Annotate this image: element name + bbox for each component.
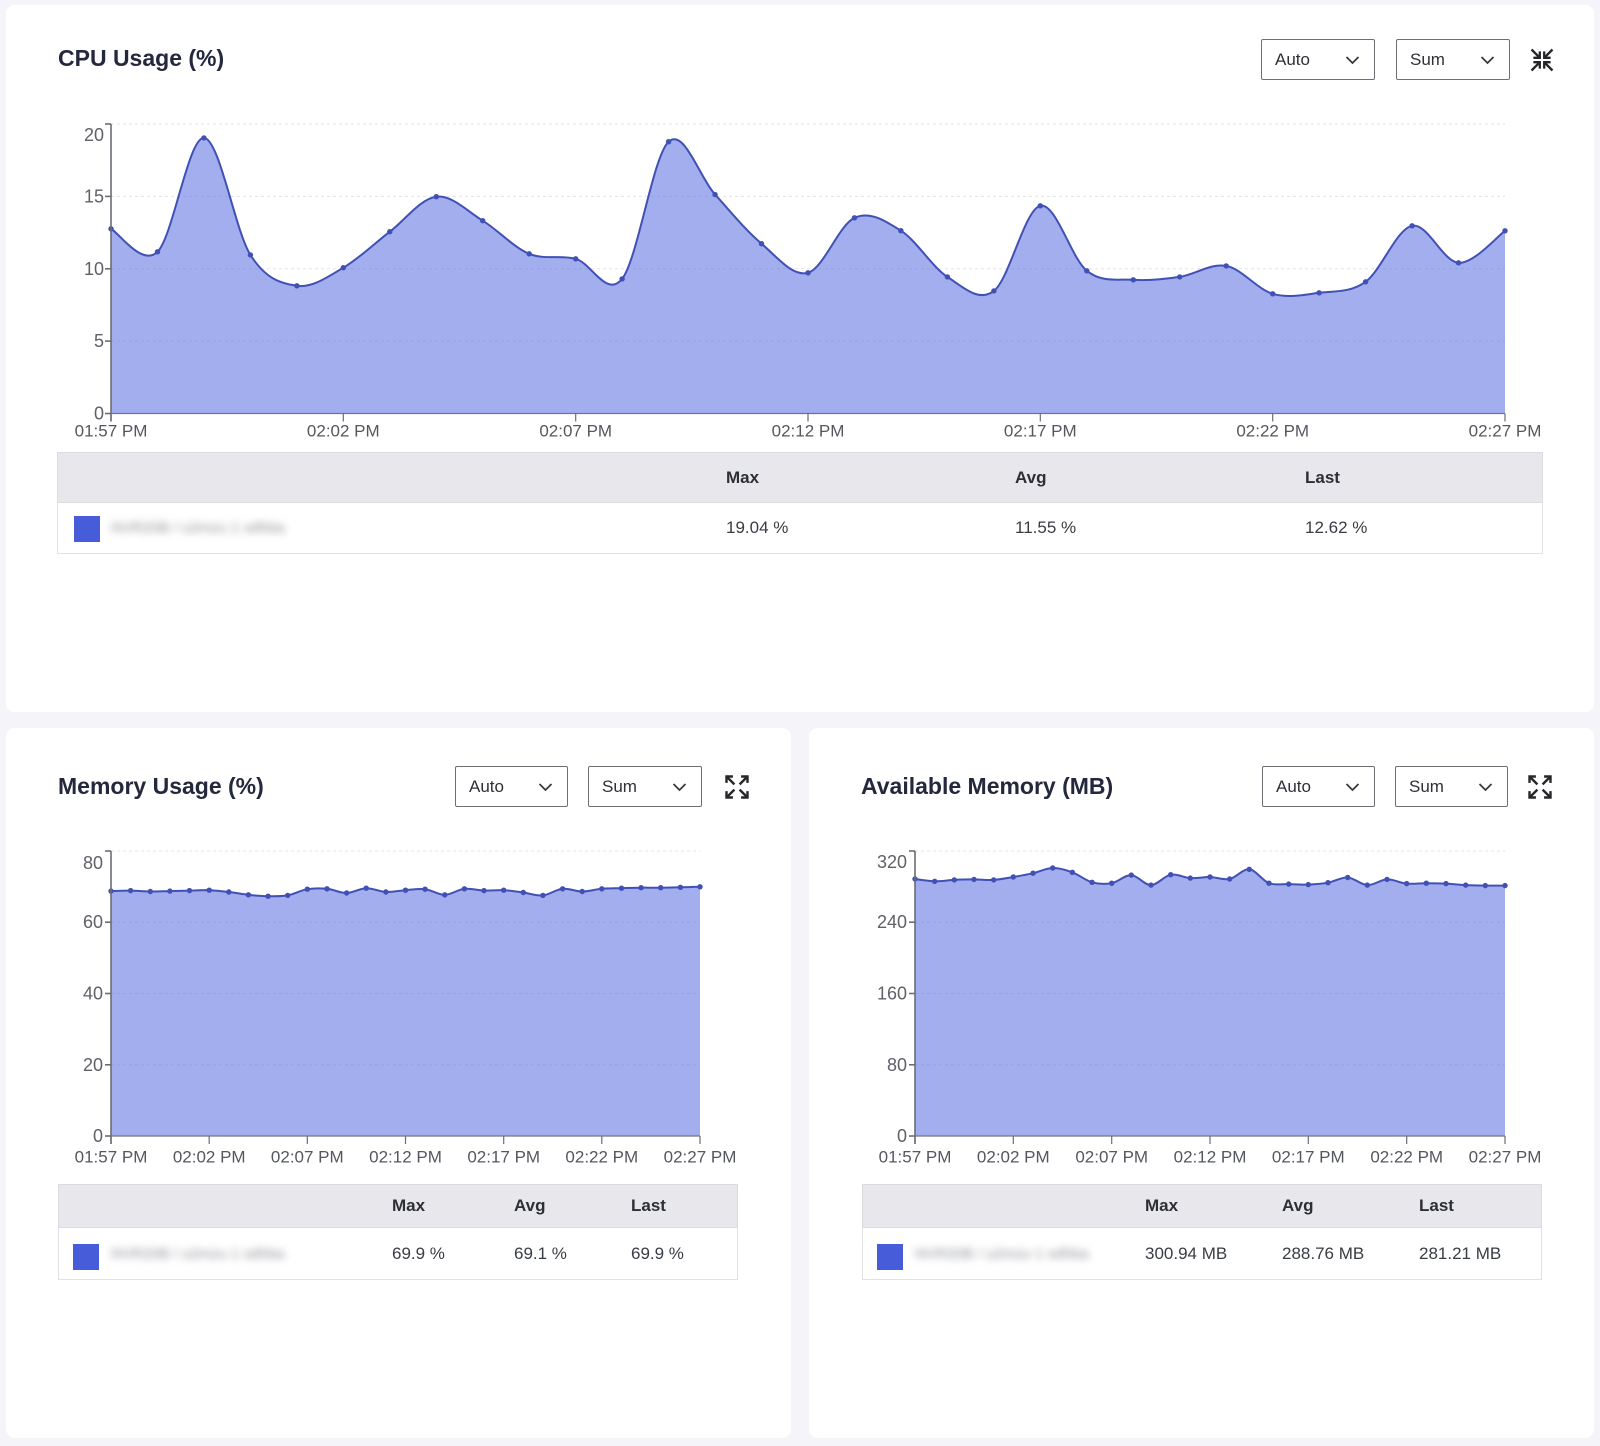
svg-text:02:07 PM: 02:07 PM [1075, 1148, 1148, 1167]
svg-text:02:22 PM: 02:22 PM [1370, 1148, 1443, 1167]
svg-text:80: 80 [83, 853, 103, 873]
svg-text:02:27 PM: 02:27 PM [1469, 422, 1542, 441]
svg-text:40: 40 [83, 984, 103, 1004]
svg-text:02:02 PM: 02:02 PM [977, 1148, 1050, 1167]
svg-text:01:57 PM: 01:57 PM [75, 1148, 148, 1167]
svg-text:02:17 PM: 02:17 PM [1004, 422, 1077, 441]
svg-text:02:22 PM: 02:22 PM [1236, 422, 1309, 441]
svg-text:02:02 PM: 02:02 PM [173, 1148, 246, 1167]
svg-text:02:12 PM: 02:12 PM [772, 422, 845, 441]
svg-text:02:17 PM: 02:17 PM [467, 1148, 540, 1167]
svg-text:5: 5 [94, 331, 104, 351]
svg-text:0: 0 [897, 1126, 907, 1146]
svg-text:02:07 PM: 02:07 PM [271, 1148, 344, 1167]
svg-text:01:57 PM: 01:57 PM [75, 422, 148, 441]
svg-text:20: 20 [83, 1055, 103, 1075]
svg-text:02:17 PM: 02:17 PM [1272, 1148, 1345, 1167]
svg-text:02:22 PM: 02:22 PM [565, 1148, 638, 1167]
svg-text:240: 240 [877, 912, 907, 932]
svg-text:80: 80 [887, 1055, 907, 1075]
svg-text:02:02 PM: 02:02 PM [307, 422, 380, 441]
svg-text:60: 60 [83, 912, 103, 932]
svg-text:02:07 PM: 02:07 PM [539, 422, 612, 441]
svg-text:320: 320 [877, 852, 907, 872]
svg-text:0: 0 [94, 404, 104, 424]
svg-text:10: 10 [84, 259, 104, 279]
svg-text:01:57 PM: 01:57 PM [879, 1148, 952, 1167]
svg-text:02:27 PM: 02:27 PM [664, 1148, 737, 1167]
svg-text:0: 0 [93, 1126, 103, 1146]
svg-text:15: 15 [84, 186, 104, 206]
svg-text:02:12 PM: 02:12 PM [1174, 1148, 1247, 1167]
svg-text:20: 20 [84, 125, 104, 145]
svg-text:02:27 PM: 02:27 PM [1469, 1148, 1542, 1167]
svg-text:02:12 PM: 02:12 PM [369, 1148, 442, 1167]
svg-text:160: 160 [877, 984, 907, 1004]
